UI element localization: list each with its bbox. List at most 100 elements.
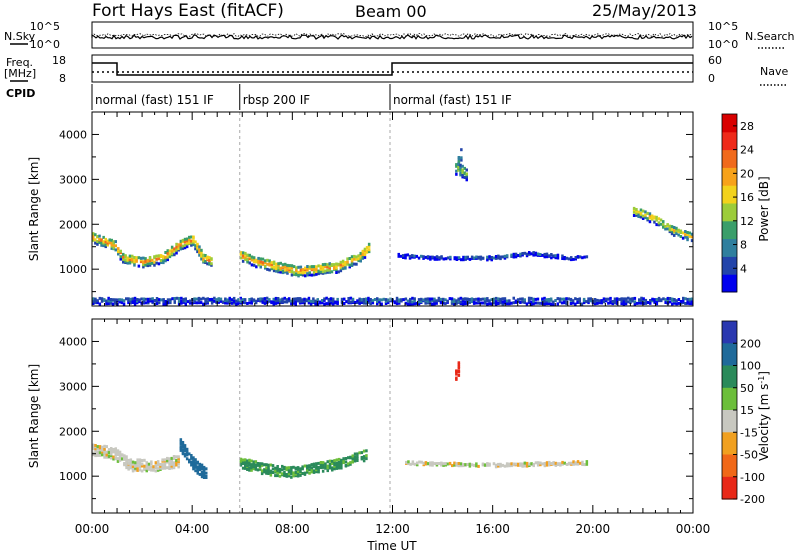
data-cell [357, 259, 360, 263]
data-cell [655, 299, 659, 303]
data-cell [413, 299, 416, 303]
data-cell [271, 467, 275, 471]
data-cell [190, 454, 193, 457]
data-cell [179, 445, 183, 449]
data-cell [501, 297, 504, 301]
data-cell [530, 462, 533, 466]
data-cell [615, 299, 619, 303]
data-cell [664, 298, 667, 302]
data-cell [463, 176, 466, 179]
data-cell [244, 463, 247, 467]
data-cell [112, 457, 115, 461]
data-cell [331, 468, 334, 472]
data-cell [140, 297, 143, 301]
data-cell [404, 253, 407, 257]
data-cell [490, 256, 493, 259]
data-cell [296, 474, 300, 478]
data-cell [308, 464, 311, 468]
data-cell [574, 256, 577, 259]
data-cell [668, 230, 672, 234]
data-cell [505, 464, 509, 468]
data-cell [335, 465, 339, 469]
velocity-colorbar-label: Velocity [m s-1] [757, 371, 771, 461]
data-cell [637, 210, 640, 214]
data-cell [200, 463, 204, 467]
data-cell [475, 462, 478, 466]
data-cell [314, 302, 317, 306]
data-cell [100, 243, 103, 247]
data-cell [252, 260, 256, 264]
data-cell [380, 298, 383, 302]
data-cell [503, 297, 507, 301]
data-cell [104, 243, 107, 247]
data-cell [433, 462, 436, 466]
data-cell [272, 260, 276, 264]
freq-tick-bottom: 8 [59, 72, 66, 85]
data-cell [433, 297, 436, 301]
data-cell [312, 469, 316, 473]
data-cell [133, 263, 136, 267]
data-cell [640, 301, 643, 305]
data-cell [125, 466, 128, 470]
data-cell [96, 235, 99, 238]
data-cell [472, 301, 476, 305]
data-cell [110, 238, 113, 242]
data-cell [365, 457, 368, 461]
data-cell [442, 297, 445, 301]
data-cell [499, 297, 502, 301]
data-cell [287, 466, 291, 470]
data-cell [206, 255, 209, 259]
data-cell [182, 299, 185, 303]
data-cell [199, 297, 203, 301]
data-cell [682, 299, 685, 303]
data-cell [360, 451, 364, 455]
data-cell [463, 171, 466, 175]
data-cell [104, 240, 107, 243]
data-cell [248, 298, 251, 301]
data-cell [321, 263, 325, 267]
data-cell [324, 262, 327, 266]
data-cell [465, 172, 468, 176]
data-cell [324, 466, 327, 470]
data-cell [244, 458, 247, 462]
data-cell [252, 256, 256, 260]
data-cell [512, 255, 516, 259]
data-cell [161, 463, 164, 467]
data-cell [310, 466, 313, 470]
data-cell [337, 466, 341, 470]
data-cell [333, 263, 336, 267]
data-cell [324, 462, 327, 466]
data-cell [121, 457, 124, 461]
data-cell [633, 302, 637, 306]
data-cell [248, 253, 251, 257]
data-cell [145, 469, 148, 473]
data-cell [332, 299, 335, 303]
y-tick-label: 2000 [59, 218, 87, 231]
data-cell [296, 467, 300, 471]
data-cell [142, 265, 145, 269]
data-cell [503, 464, 507, 468]
data-cell [662, 220, 665, 224]
data-cell [144, 297, 148, 301]
data-cell [446, 462, 450, 466]
data-cell [101, 453, 104, 457]
x-tick-label: 00:00 [676, 522, 711, 536]
data-cell [420, 297, 423, 301]
data-cell [177, 247, 180, 251]
data-cell [181, 244, 185, 248]
data-cell [470, 297, 474, 301]
data-cell [179, 440, 183, 444]
data-cell [565, 302, 568, 306]
data-cell [499, 257, 502, 261]
data-cell [275, 269, 278, 273]
data-cell [118, 298, 121, 302]
data-cell [574, 297, 577, 301]
data-cell [521, 300, 524, 304]
data-cell [198, 250, 201, 254]
data-cell [166, 466, 169, 470]
data-cell [460, 258, 463, 262]
data-cell [147, 465, 151, 469]
data-cell [304, 274, 307, 278]
data-cell [417, 302, 421, 306]
data-cell [168, 465, 171, 469]
